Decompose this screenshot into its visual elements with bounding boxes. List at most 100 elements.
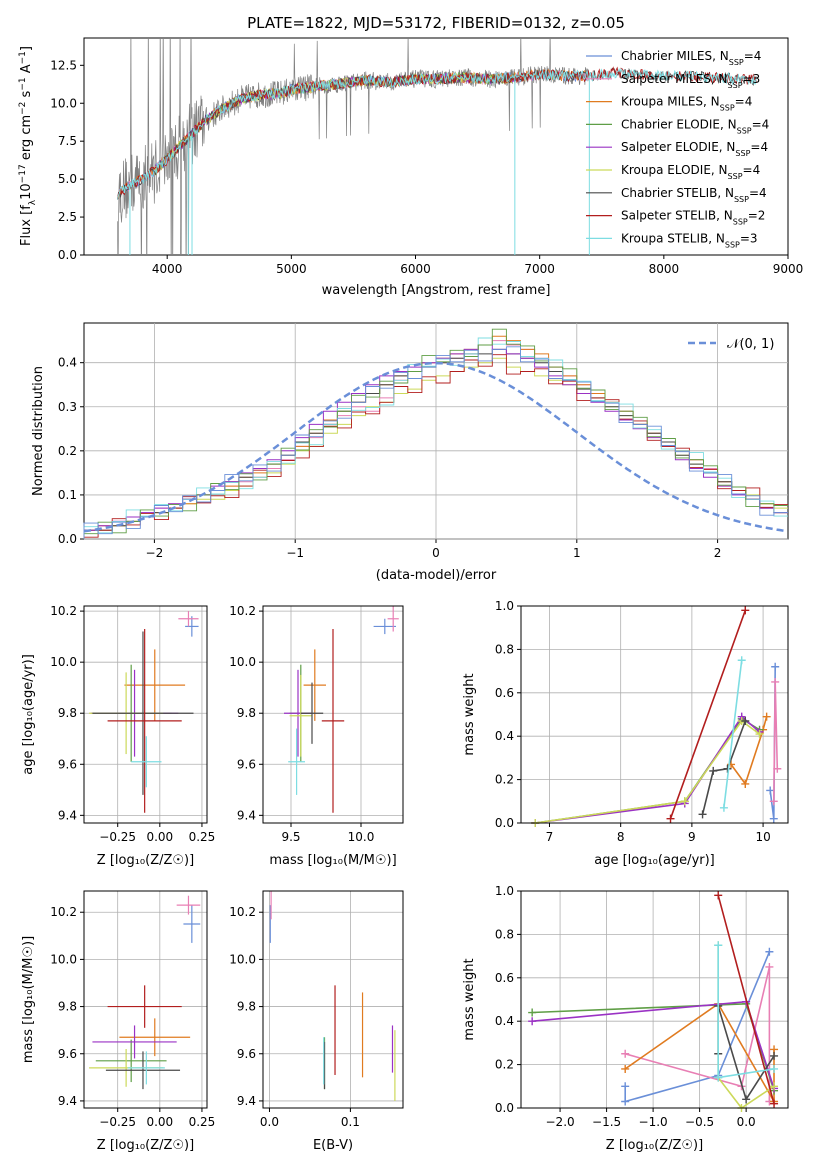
massweight-vs-age-marker xyxy=(723,764,732,773)
age-vs-mass-ytick-label: 10.0 xyxy=(229,655,256,669)
massweight-vs-age-ytick-label: 0.6 xyxy=(495,686,514,700)
spectrum-ylabel-part: s xyxy=(19,90,34,101)
spectrum-xtick-label: 6000 xyxy=(400,262,431,276)
massweight-vs-age-ytick-label: 0.2 xyxy=(495,773,514,787)
legend-nssp: =4 xyxy=(750,140,768,154)
mass-vs-ebv-ytick-label: 10.2 xyxy=(229,905,256,919)
residuals-ytick-label: 0.0 xyxy=(58,532,77,546)
legend-name: Salpeter ELODIE, N xyxy=(621,140,735,154)
massweight-vs-Z-xtick-label: 0.0 xyxy=(737,1115,756,1129)
massweight-vs-age-xlabel: age [log₁₀(age/yr)] xyxy=(594,853,715,868)
spectrum-xtick-label: 8000 xyxy=(649,262,680,276)
age-vs-mass-ytick-label: 9.6 xyxy=(237,757,256,771)
legend-name: Chabrier MILES, N xyxy=(621,49,729,63)
massweight-vs-Z-marker xyxy=(528,1008,537,1017)
legend-name: Chabrier ELODIE, N xyxy=(621,117,737,131)
massweight-vs-Z-panel: −2.0 −1.5 −1.0 −0.5 0.0 0.0 0.2 0.4 0.6 0.8 1.0 Z [… xyxy=(462,884,789,1153)
massweight-vs-age-marker xyxy=(755,730,764,739)
residuals-xtick-label: 2 xyxy=(714,546,722,560)
mass-vs-Z-xtick-label: 0.25 xyxy=(189,1115,216,1129)
massweight-vs-Z-ytick-label: 0.4 xyxy=(495,1014,514,1028)
massweight-vs-Z-xtick-label: −1.0 xyxy=(639,1115,668,1129)
mass-vs-Z-bg xyxy=(84,891,207,1108)
legend-label: Kroupa ELODIE, NSSP=4 xyxy=(621,163,760,181)
mass-vs-Z-xtick-label: 0.00 xyxy=(146,1115,173,1129)
massweight-vs-age-marker xyxy=(741,717,750,726)
spectrum-ylabel-part: A xyxy=(19,64,34,77)
legend-label: Chabrier STELIB, NSSP=4 xyxy=(621,186,767,204)
massweight-vs-Z-marker xyxy=(528,1017,537,1026)
legend-sub: SSP xyxy=(728,80,743,89)
massweight-vs-age-marker xyxy=(771,677,780,686)
residuals-grid: −2 −1 0 1 2 0.0 0.1 0.2 0.3 0.4 xyxy=(58,323,788,560)
residuals-legend: 𝒩(0, 1) xyxy=(688,337,774,352)
massweight-vs-age-xtick-label: 9 xyxy=(688,830,696,844)
legend-label: Salpeter ELODIE, NSSP=4 xyxy=(621,140,768,158)
spectrum-panel: 4000 5000 6000 7000 8000 9000 0.0 2.5 5.0 7.5 10.0… xyxy=(18,37,804,298)
residuals-xtick-label: −1 xyxy=(286,546,304,560)
mass-vs-ebv-ytick-label: 9.4 xyxy=(237,1094,256,1108)
residuals-ytick-label: 0.1 xyxy=(58,488,77,502)
spectrum-xtick-label: 9000 xyxy=(773,262,804,276)
massweight-vs-Z-marker xyxy=(621,1097,630,1106)
residuals-xtick-label: −2 xyxy=(146,546,164,560)
massweight-vs-age-ytick-label: 0.8 xyxy=(495,642,514,656)
massweight-vs-age-series-line xyxy=(669,610,747,819)
massweight-vs-age-xtick-label: 8 xyxy=(617,830,625,844)
mass-vs-Z-panel: −0.25 0.00 0.25 9.4 9.6 9.8 10.0 10.2 Z [log₁₀(Z… xyxy=(21,890,216,1153)
massweight-vs-Z-ytick-label: 0.0 xyxy=(495,1101,514,1115)
massweight-vs-Z-marker xyxy=(714,891,723,900)
spectrum-ytick-label: 0.0 xyxy=(58,248,77,262)
legend-name: Salpeter STELIB, N xyxy=(621,209,733,223)
residuals-histogram xyxy=(83,346,788,539)
legend-name: Kroupa STELIB, N xyxy=(621,231,725,245)
residuals-ylabel: Normed distribution xyxy=(31,366,46,496)
residuals-xlabel: (data-model)/error xyxy=(376,568,497,583)
massweight-vs-Z-marker xyxy=(714,941,723,950)
massweight-vs-Z-marker xyxy=(714,1073,723,1082)
massweight-vs-age-marker xyxy=(666,814,675,823)
legend-label: Kroupa MILES, NSSP=4 xyxy=(621,95,752,113)
legend-sub: SSP xyxy=(725,240,740,249)
spectrum-ylabel-part: −17 xyxy=(18,164,28,183)
legend-sub: SSP xyxy=(733,217,748,226)
massweight-vs-Z-ytick-label: 0.6 xyxy=(495,971,514,985)
residuals-ytick-label: 0.2 xyxy=(58,444,77,458)
massweight-vs-Z-marker xyxy=(770,1082,779,1091)
age-vs-mass-ytick-label: 9.8 xyxy=(237,706,256,720)
legend-sub: SSP xyxy=(720,103,735,112)
legend-label: Salpeter STELIB, NSSP=2 xyxy=(621,209,765,227)
age-vs-Z-xtick-label: 0.25 xyxy=(189,830,216,844)
mass-vs-ebv-xtick-label: 0.0 xyxy=(260,1115,279,1129)
massweight-vs-Z-marker xyxy=(765,962,774,971)
spectrum-ylabel-part: −1 xyxy=(18,51,28,64)
massweight-vs-age-marker xyxy=(762,712,771,721)
age-vs-Z-xtick-label: −0.25 xyxy=(99,830,136,844)
massweight-vs-Z-ylabel: mass weight xyxy=(462,958,477,1040)
legend-nssp: =4 xyxy=(735,95,753,109)
massweight-vs-Z-marker xyxy=(770,1099,779,1108)
massweight-vs-Z-ytick-label: 0.2 xyxy=(495,1058,514,1072)
mass-vs-ebv-axes xyxy=(262,890,404,1109)
residuals-xtick-label: 0 xyxy=(432,546,440,560)
massweight-vs-age-axes xyxy=(520,605,789,824)
residuals-series xyxy=(83,328,788,539)
residuals-legend-label: 𝒩(0, 1) xyxy=(727,337,774,352)
spectrum-ylabel: Flux [fλ10−17 erg cm−2 s−1 A−1] xyxy=(18,46,38,246)
massweight-vs-Z-xtick-label: −0.5 xyxy=(685,1115,714,1129)
massweight-vs-Z-series-line xyxy=(624,1002,775,1105)
spectrum-ytick-label: 10.0 xyxy=(50,96,77,110)
massweight-vs-age-marker xyxy=(737,656,746,665)
legend-nssp: =4 xyxy=(752,117,770,131)
age-vs-mass-panel: 9.5 10.0 9.4 9.6 9.8 10.0 10.2 mass [log₁₀(M/M☉… xyxy=(229,604,404,868)
legend-nssp: =3 xyxy=(740,231,758,245)
mass-vs-Z-ytick-label: 9.8 xyxy=(58,1000,77,1014)
age-vs-Z-ytick-label: 10.0 xyxy=(50,655,77,669)
spectrum-ytick-label: 12.5 xyxy=(50,58,77,72)
mass-vs-ebv-ytick-label: 9.6 xyxy=(237,1047,256,1061)
age-vs-mass-xlabel: mass [log₁₀(M/M☉)] xyxy=(269,853,396,868)
legend-sub: SSP xyxy=(729,58,744,67)
spectrum-ylabel-part: ] xyxy=(19,46,34,51)
spectrum-ylabel-part: −2 xyxy=(18,102,28,115)
